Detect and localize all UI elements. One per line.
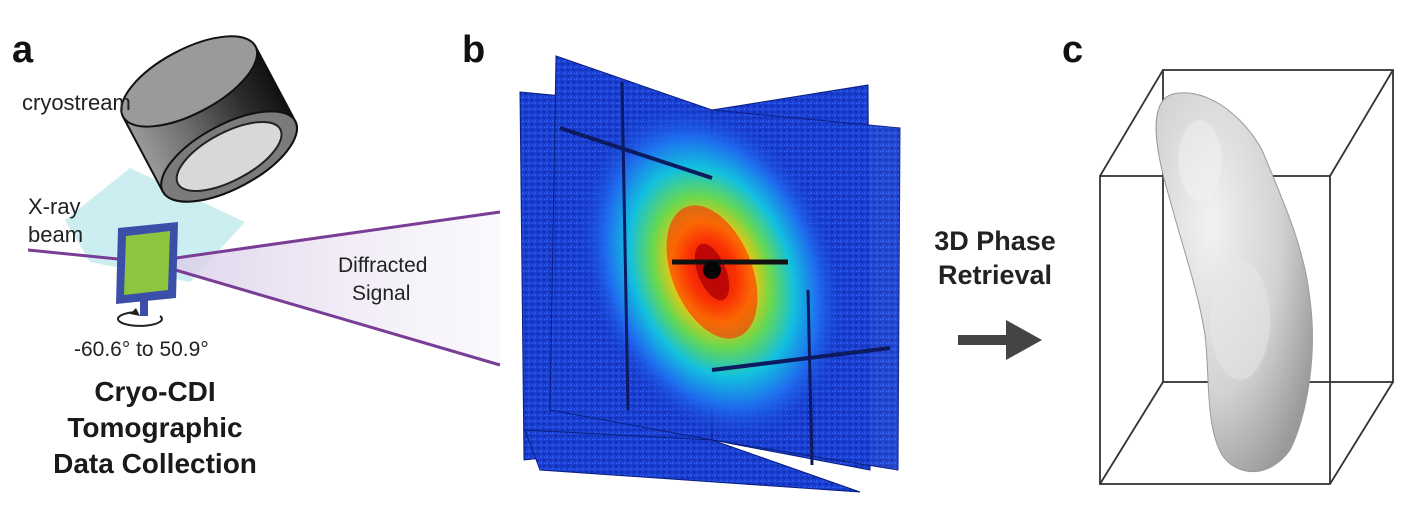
right-arrow-icon: [958, 320, 1042, 360]
panel-a-title-line3: Data Collection: [53, 448, 257, 479]
diffracted-label-line1: Diffracted: [338, 254, 428, 277]
panel-b-letter: b: [462, 29, 485, 71]
panel-c-letter: c: [1062, 29, 1083, 71]
cryostream-icon: [120, 35, 298, 203]
panel-a: a cryostream X-ray beam -60.6: [12, 29, 501, 479]
sample-holder: [116, 222, 178, 316]
step-label-line2: Retrieval: [938, 260, 1052, 290]
step-label-line1: 3D Phase: [934, 226, 1056, 256]
diffraction-pattern-stack: [519, 55, 901, 493]
diffracted-lower-line: [147, 260, 501, 367]
rotation-arrow-icon: [116, 308, 163, 327]
panel-a-letter: a: [12, 29, 34, 71]
panel-b: b: [462, 29, 901, 493]
xray-label-line1: X-ray: [28, 194, 81, 219]
cryostream-label: cryostream: [22, 90, 131, 115]
angle-range: -60.6° to 50.9°: [74, 338, 209, 361]
panel-c: c: [1062, 29, 1394, 485]
panel-a-title-line1: Cryo-CDI: [94, 376, 215, 407]
xray-label-line2: beam: [28, 222, 83, 247]
diffracted-label-line2: Signal: [352, 282, 410, 305]
panel-a-title-line2: Tomographic: [67, 412, 242, 443]
phase-retrieval-step: 3D Phase Retrieval: [934, 226, 1056, 360]
diffracted-upper-line: [147, 210, 501, 264]
